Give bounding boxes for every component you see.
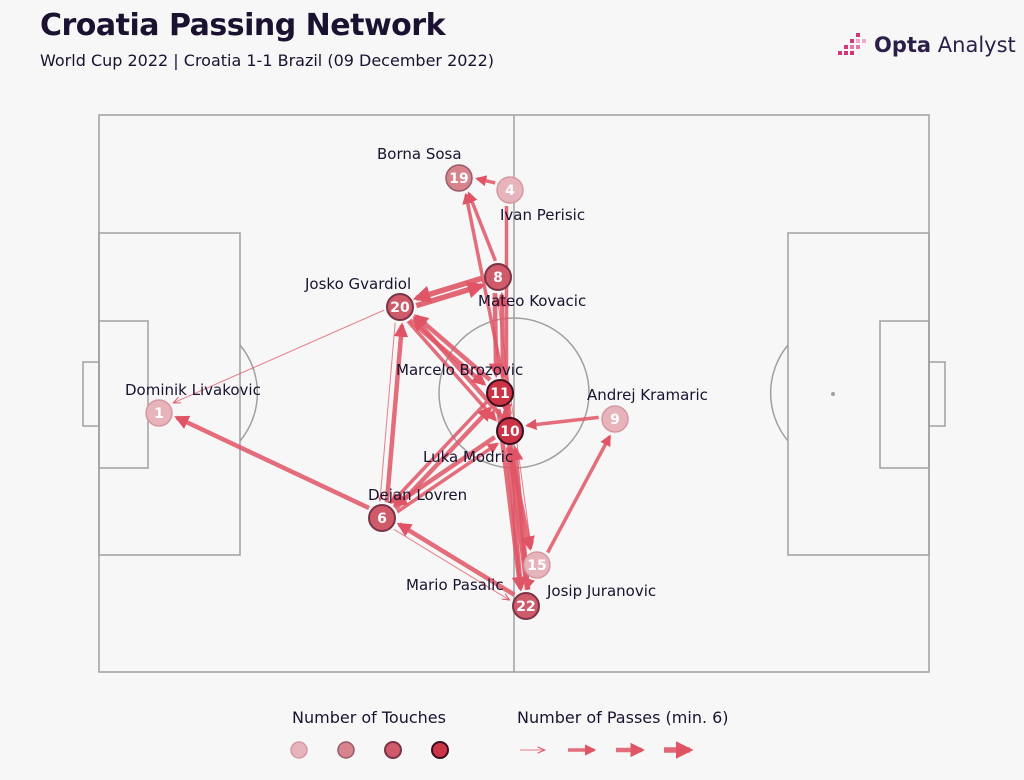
player-number: 15 bbox=[527, 558, 546, 574]
pass-edge-6-to-1 bbox=[174, 415, 370, 511]
legend-touches-title: Number of Touches bbox=[292, 708, 446, 727]
pass-edge-10-to-15 bbox=[507, 446, 535, 551]
legend-passes-title: Number of Passes (min. 6) bbox=[517, 708, 729, 727]
pass-edge-20-to-10 bbox=[406, 320, 497, 422]
player-number: 6 bbox=[377, 511, 387, 527]
pass-edge-22-to-6 bbox=[396, 522, 516, 597]
pass-edge-10-to-20 bbox=[412, 315, 504, 419]
player-node-circle bbox=[496, 176, 524, 204]
pass-edge-11-to-20 bbox=[413, 314, 492, 382]
player-node-20: 20 bbox=[386, 293, 414, 321]
player-node-4: 4 bbox=[496, 176, 524, 204]
pass-edge-6-to-10 bbox=[396, 442, 499, 514]
player-number: 20 bbox=[390, 300, 410, 316]
player-name-label: Andrej Kramaric bbox=[587, 386, 708, 404]
right-penalty-box bbox=[787, 232, 930, 556]
legend-touch-swatch-1 bbox=[290, 741, 308, 759]
pass-edge-15-to-22 bbox=[524, 577, 536, 590]
player-node-circle bbox=[512, 592, 540, 620]
brand-text: Opta Analyst bbox=[874, 33, 1016, 57]
right-penalty-arc bbox=[769, 344, 789, 442]
player-node-1: 1 bbox=[145, 399, 173, 427]
pass-edge-10-to-6 bbox=[392, 435, 497, 507]
pass-edge-4-to-19 bbox=[475, 175, 496, 187]
player-node-6: 6 bbox=[368, 504, 396, 532]
player-name-label: Mario Pasalic bbox=[406, 576, 504, 594]
player-node-10: 10 bbox=[496, 417, 524, 445]
opta-bars-icon bbox=[838, 33, 866, 55]
player-node-circle bbox=[496, 417, 524, 445]
player-node-circle bbox=[445, 164, 473, 192]
pass-edge-9-to-10 bbox=[525, 415, 599, 431]
player-node-circle bbox=[486, 379, 514, 407]
legend-touch-swatch-2 bbox=[337, 741, 355, 759]
pass-edge-8-to-20 bbox=[412, 275, 483, 303]
player-node-circle bbox=[386, 293, 414, 321]
player-node-circle bbox=[523, 551, 551, 579]
page-title: Croatia Passing Network bbox=[40, 8, 446, 43]
brand-logo: Opta Analyst bbox=[838, 30, 1016, 60]
player-node-19: 19 bbox=[445, 164, 473, 192]
player-node-11: 11 bbox=[486, 379, 514, 407]
player-name-label: Ivan Perisic bbox=[500, 206, 585, 224]
pass-edge-20-to-1 bbox=[174, 309, 385, 402]
left-goal bbox=[82, 361, 100, 427]
player-node-15: 15 bbox=[523, 551, 551, 579]
player-number: 8 bbox=[493, 270, 503, 286]
player-name-label: Borna Sosa bbox=[377, 145, 462, 163]
legend-touch-swatch-4 bbox=[431, 741, 449, 759]
player-node-22: 22 bbox=[512, 592, 540, 620]
player-number: 19 bbox=[449, 171, 468, 187]
player-name-label: Josip Juranovic bbox=[546, 582, 656, 600]
pass-edge-10-to-22 bbox=[505, 447, 527, 592]
player-node-9: 9 bbox=[601, 405, 629, 433]
player-number: 9 bbox=[610, 412, 620, 428]
player-node-8: 8 bbox=[484, 263, 512, 291]
player-node-circle bbox=[368, 504, 396, 532]
page-subtitle: World Cup 2022 | Croatia 1-1 Brazil (09 … bbox=[40, 51, 495, 70]
player-number: 10 bbox=[500, 424, 520, 440]
pass-edge-8-to-19 bbox=[466, 191, 498, 262]
pass-edge-11-to-6 bbox=[390, 401, 488, 505]
right-goal bbox=[928, 361, 946, 427]
player-name-label: Josko Gvardiol bbox=[304, 275, 411, 293]
player-name-label: Mateo Kovacic bbox=[478, 292, 586, 310]
right-six-yard-box bbox=[879, 320, 930, 469]
legend-touch-swatch-3 bbox=[384, 741, 402, 759]
pass-edge-6-to-20 bbox=[384, 322, 409, 503]
player-number: 11 bbox=[490, 386, 509, 402]
right-penalty-spot bbox=[831, 392, 835, 396]
pass-edge-20-to-6 bbox=[380, 322, 396, 500]
player-number: 4 bbox=[505, 183, 515, 199]
player-node-circle bbox=[145, 399, 173, 427]
pass-edge-6-to-22 bbox=[393, 528, 509, 599]
player-node-circle bbox=[601, 405, 629, 433]
player-number: 22 bbox=[516, 599, 535, 615]
pass-edge-15-to-9 bbox=[546, 434, 612, 554]
legend-marks bbox=[290, 741, 694, 759]
player-name-label: Luka Modric bbox=[423, 448, 513, 466]
left-penalty-arc bbox=[239, 344, 259, 442]
player-nodes: 1 Dominik Livakovic 19 Borna Sosa 4 Ivan Peri… bbox=[125, 145, 708, 620]
player-name-label: Marcelo Brozovic bbox=[396, 361, 523, 379]
player-number: 1 bbox=[154, 406, 164, 422]
player-name-label: Dominik Livakovic bbox=[125, 381, 261, 399]
player-name-label: Dejan Lovren bbox=[368, 486, 467, 504]
player-node-circle bbox=[484, 263, 512, 291]
pass-edge-10-to-19 bbox=[462, 192, 512, 415]
